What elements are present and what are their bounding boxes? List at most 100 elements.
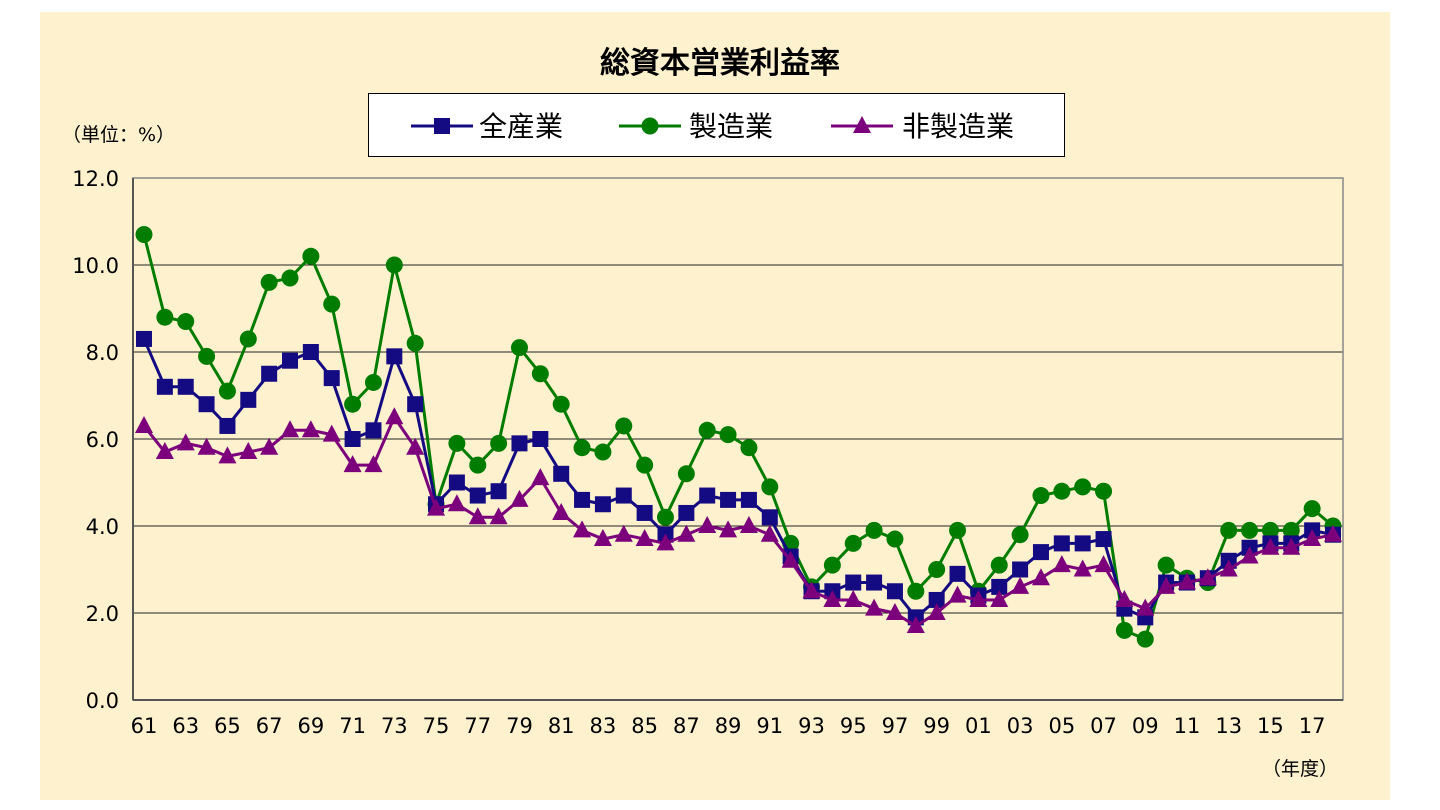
data-point bbox=[886, 530, 904, 548]
data-point bbox=[155, 442, 174, 460]
y-tick-label: 2.0 bbox=[86, 602, 119, 626]
x-tick-label: 91 bbox=[756, 714, 783, 738]
data-point bbox=[177, 378, 194, 395]
data-point bbox=[135, 226, 153, 244]
data-point bbox=[574, 491, 591, 508]
data-point bbox=[1177, 572, 1196, 590]
data-point bbox=[614, 524, 633, 542]
data-point bbox=[969, 589, 988, 607]
data-point bbox=[1031, 568, 1050, 586]
data-point bbox=[1303, 500, 1321, 518]
data-point bbox=[282, 352, 299, 369]
data-point bbox=[1073, 559, 1092, 577]
data-point bbox=[448, 474, 465, 491]
data-point bbox=[719, 426, 737, 444]
data-point bbox=[949, 565, 966, 582]
data-point bbox=[636, 456, 654, 474]
data-point bbox=[490, 434, 508, 452]
data-point bbox=[615, 487, 632, 504]
data-point bbox=[844, 534, 862, 552]
data-point bbox=[1011, 526, 1029, 544]
x-tick-label: 77 bbox=[464, 714, 491, 738]
data-point bbox=[740, 439, 758, 457]
data-point bbox=[510, 339, 528, 357]
data-point bbox=[678, 504, 695, 521]
legend-marker bbox=[853, 116, 871, 133]
data-point bbox=[740, 491, 757, 508]
data-point bbox=[1261, 521, 1279, 539]
data-point bbox=[1074, 478, 1092, 496]
data-point bbox=[866, 574, 883, 591]
data-point bbox=[927, 603, 946, 620]
data-point bbox=[635, 529, 654, 547]
data-point bbox=[427, 498, 446, 516]
x-tick-label: 75 bbox=[423, 714, 450, 738]
data-point bbox=[469, 456, 487, 474]
data-point bbox=[1282, 521, 1300, 539]
data-point bbox=[1053, 482, 1071, 500]
data-point bbox=[552, 502, 571, 520]
x-tick-label: 05 bbox=[1048, 714, 1075, 738]
data-point bbox=[886, 583, 903, 600]
x-axis-unit-label: （年度） bbox=[1262, 758, 1339, 780]
data-point bbox=[447, 494, 466, 512]
data-point bbox=[176, 433, 195, 451]
data-point bbox=[615, 417, 633, 435]
data-point bbox=[719, 520, 738, 538]
data-point bbox=[1136, 598, 1155, 616]
x-tick-label: 73 bbox=[381, 714, 408, 738]
x-tick-label: 93 bbox=[798, 714, 825, 738]
data-point bbox=[219, 417, 236, 434]
data-point bbox=[865, 521, 883, 539]
data-point bbox=[198, 347, 216, 365]
data-point bbox=[322, 424, 341, 442]
legend-marker bbox=[641, 117, 659, 135]
data-point bbox=[281, 269, 299, 287]
data-point bbox=[1219, 559, 1238, 577]
data-point bbox=[532, 431, 549, 447]
data-point bbox=[406, 437, 425, 455]
data-point bbox=[906, 616, 925, 634]
series-triangle bbox=[135, 407, 1342, 634]
data-point bbox=[1095, 482, 1113, 500]
y-tick-label: 12.0 bbox=[72, 167, 119, 191]
data-point bbox=[218, 382, 236, 400]
data-point bbox=[698, 516, 717, 533]
data-point bbox=[218, 446, 237, 464]
data-point bbox=[510, 489, 529, 507]
data-point bbox=[1303, 529, 1322, 547]
data-point bbox=[240, 391, 257, 408]
data-point bbox=[844, 589, 863, 607]
legend-label: 非製造業 bbox=[902, 110, 1014, 143]
x-tick-label: 17 bbox=[1299, 714, 1326, 738]
data-point bbox=[197, 437, 216, 455]
x-tick-label: 71 bbox=[339, 714, 366, 738]
data-point bbox=[949, 521, 967, 539]
data-point bbox=[885, 603, 904, 620]
x-tick-label: 79 bbox=[506, 714, 533, 738]
data-point bbox=[136, 330, 152, 347]
data-point bbox=[302, 247, 320, 265]
data-point bbox=[1115, 589, 1134, 607]
data-point bbox=[802, 581, 821, 599]
data-point bbox=[1282, 537, 1301, 555]
legend: 全産業 製造業 非製造業 bbox=[368, 93, 1065, 157]
x-tick-label: 87 bbox=[673, 714, 700, 738]
data-point bbox=[1198, 568, 1217, 586]
x-tick-label: 61 bbox=[131, 714, 158, 738]
data-point bbox=[260, 437, 279, 455]
y-tick-label: 10.0 bbox=[72, 254, 119, 278]
data-point bbox=[760, 524, 779, 542]
x-tick-label: 65 bbox=[214, 714, 241, 738]
data-point bbox=[1074, 535, 1091, 552]
data-point bbox=[385, 256, 403, 274]
y-tick-label: 4.0 bbox=[86, 515, 119, 539]
data-point bbox=[698, 421, 716, 439]
data-point bbox=[239, 330, 257, 348]
data-point bbox=[1157, 556, 1175, 574]
series-square bbox=[136, 330, 1341, 626]
data-point bbox=[656, 533, 675, 551]
data-point bbox=[490, 483, 507, 500]
data-point bbox=[991, 578, 1008, 595]
